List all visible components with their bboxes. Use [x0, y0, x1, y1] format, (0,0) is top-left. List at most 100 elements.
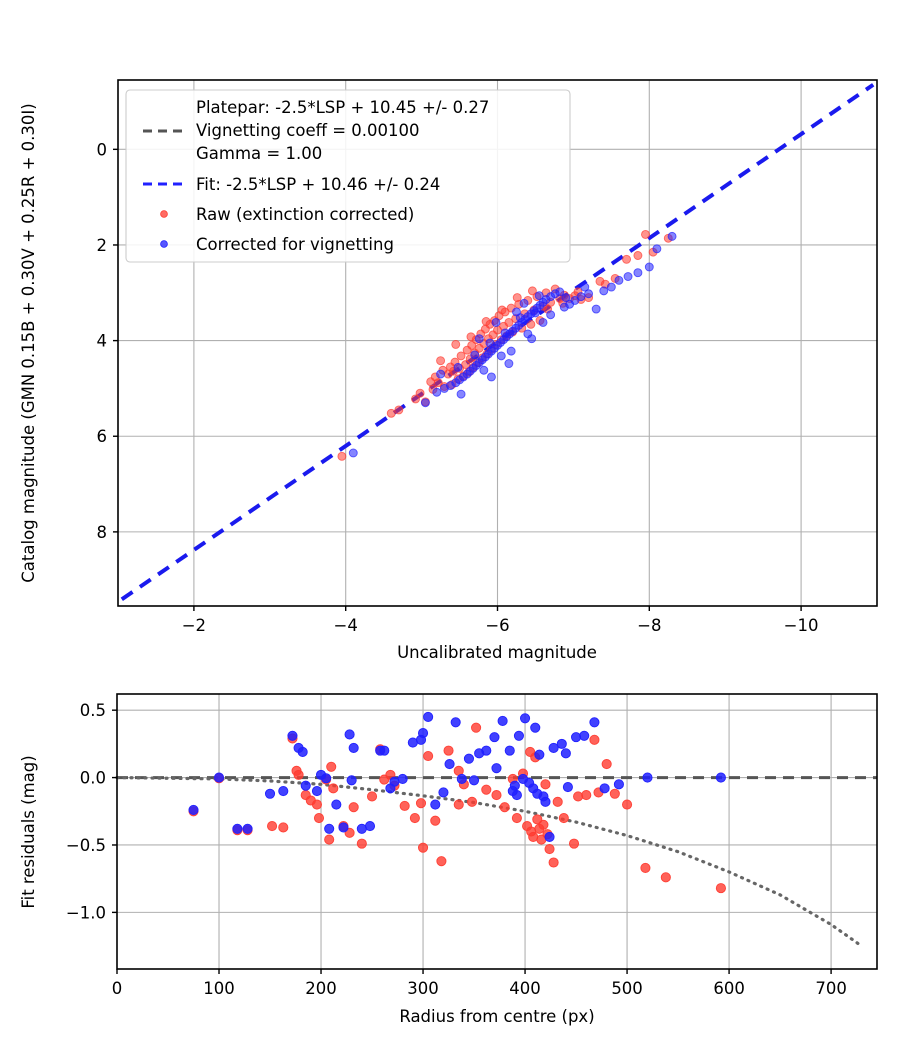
- x-tick-label: −6: [485, 616, 509, 635]
- data-point: [526, 319, 536, 329]
- data-point: [364, 821, 376, 832]
- data-point: [715, 883, 726, 894]
- data-point: [348, 448, 358, 458]
- y-tick-label: 2: [97, 236, 108, 255]
- data-point: [511, 812, 522, 824]
- legend-item-corrected: Corrected for vignetting: [160, 235, 394, 254]
- data-point: [601, 759, 612, 770]
- data-point: [667, 231, 677, 241]
- data-point: [513, 730, 524, 741]
- data-point: [538, 819, 549, 830]
- data-point: [415, 388, 425, 398]
- data-point: [305, 795, 316, 806]
- data-point: [470, 350, 480, 360]
- data-point: [544, 843, 555, 855]
- data-point: [474, 334, 484, 344]
- data-point: [264, 788, 276, 799]
- data-point: [267, 821, 278, 832]
- y-tick-label: 8: [97, 523, 108, 542]
- data-point: [278, 786, 289, 797]
- data-point: [531, 308, 540, 318]
- x-tick-label: −8: [637, 616, 661, 635]
- vignetting-dotted-curve: [115, 775, 864, 948]
- data-point: [622, 799, 633, 810]
- y-tick-label: −1.0: [66, 903, 106, 922]
- data-point: [436, 856, 447, 867]
- data-point: [491, 790, 502, 801]
- x-tick-label: 600: [713, 979, 745, 998]
- data-point: [504, 317, 514, 327]
- data-point: [504, 359, 514, 369]
- data-point: [538, 317, 548, 327]
- data-point: [397, 773, 408, 784]
- corrected-scatter-series: [348, 231, 677, 458]
- data-point: [443, 745, 454, 756]
- legend-label-vignetting-coeff: Vignetting coeff = 0.00100: [196, 121, 420, 140]
- data-point: [599, 286, 609, 296]
- data-point: [573, 791, 584, 802]
- legend-label-corrected: Corrected for vignetting: [196, 235, 394, 254]
- y-tick-label: 0: [97, 140, 108, 159]
- data-point: [423, 750, 434, 762]
- legend-label-gamma: Gamma = 1.00: [196, 144, 322, 163]
- y-axis-label: Catalog magnitude (GMN 0.15B + 0.30V + 0…: [19, 103, 38, 582]
- data-point: [715, 772, 726, 783]
- data-point: [520, 713, 531, 724]
- data-point: [644, 262, 654, 272]
- data-point: [642, 772, 653, 783]
- data-point: [456, 773, 467, 784]
- data-point: [509, 780, 520, 791]
- data-point: [232, 823, 243, 834]
- data-point: [540, 779, 551, 790]
- data-point: [591, 304, 601, 314]
- data-point: [485, 338, 495, 348]
- data-point: [344, 729, 355, 740]
- data-point: [415, 798, 427, 809]
- y-tick-label: 0.5: [80, 701, 106, 720]
- data-point: [497, 305, 507, 315]
- x-tick-label: 200: [305, 979, 337, 998]
- vignetting-model-curve: [115, 775, 864, 948]
- data-point: [379, 745, 390, 756]
- data-point: [444, 759, 455, 770]
- x-tick-label: 300: [407, 979, 439, 998]
- data-point: [548, 857, 559, 868]
- data-point: [348, 742, 359, 753]
- data-point: [451, 339, 461, 349]
- data-point: [324, 834, 335, 845]
- data-point: [297, 746, 308, 758]
- data-point: [423, 711, 434, 722]
- fit-residuals-plot: 0 100 200 300 400 500 600 700 0.5 0.0 −0.5 −1.0 Rad…: [19, 693, 878, 1026]
- data-point: [560, 748, 571, 759]
- data-point: [534, 291, 544, 301]
- data-point: [579, 730, 590, 741]
- data-point: [580, 282, 590, 292]
- data-point: [453, 799, 464, 810]
- data-point: [640, 862, 651, 873]
- data-point: [633, 251, 643, 260]
- data-point: [606, 282, 616, 292]
- data-point: [326, 761, 337, 772]
- data-point: [293, 769, 304, 780]
- data-point: [571, 732, 582, 743]
- data-point: [660, 872, 671, 883]
- legend-label-fit: Fit: -2.5*LSP + 10.46 +/- 0.24: [196, 175, 440, 194]
- data-point: [313, 812, 325, 824]
- data-point: [328, 783, 339, 794]
- data-point: [409, 812, 420, 824]
- data-point: [321, 773, 332, 784]
- data-point: [450, 717, 461, 728]
- data-point: [500, 328, 510, 338]
- residual-corrected-series: [188, 711, 726, 842]
- data-point: [242, 823, 253, 834]
- data-point: [552, 796, 563, 807]
- data-point: [512, 293, 522, 303]
- fit-line: [120, 83, 875, 601]
- y-tick-label: −0.5: [66, 836, 106, 855]
- data-point: [467, 340, 477, 350]
- data-point: [481, 784, 492, 795]
- data-point: [436, 369, 446, 379]
- data-point: [527, 286, 537, 296]
- residuals-x-axis-label: Radius from centre (px): [399, 1007, 594, 1026]
